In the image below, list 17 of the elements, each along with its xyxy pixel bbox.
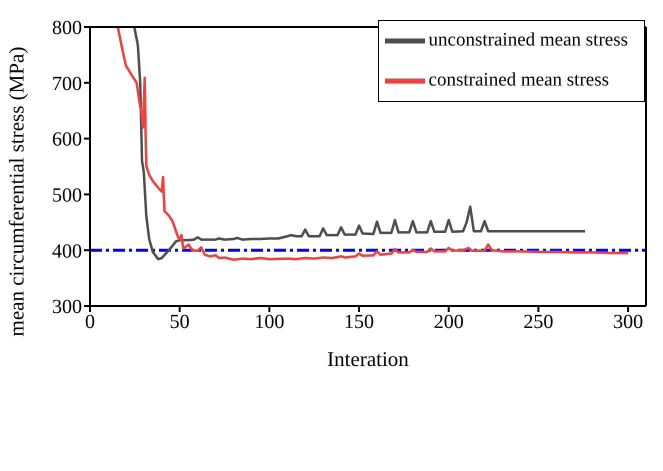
- x-tick-label: 0: [85, 311, 95, 334]
- x-tick-label: 250: [523, 311, 554, 334]
- legend-label: unconstrained mean stress: [428, 29, 628, 50]
- y-tick-label: 400: [52, 240, 82, 262]
- x-tick-label: 200: [434, 311, 464, 334]
- x-tick-label: 100: [254, 311, 284, 334]
- x-axis-title: Interation: [327, 347, 410, 371]
- y-tick-label: 700: [52, 72, 82, 95]
- legend-label: constrained mean stress: [428, 69, 609, 90]
- y-tick-label: 500: [52, 184, 82, 206]
- x-tick-label: 150: [344, 311, 374, 334]
- y-tick-label: 300: [52, 296, 82, 318]
- y-tick-label: 600: [52, 128, 82, 151]
- x-tick-label: 50: [170, 311, 190, 334]
- x-tick-label: 300: [613, 311, 644, 334]
- y-tick-label: 800: [52, 17, 82, 40]
- y-axis-title: mean circumferential stress (MPa): [4, 46, 28, 336]
